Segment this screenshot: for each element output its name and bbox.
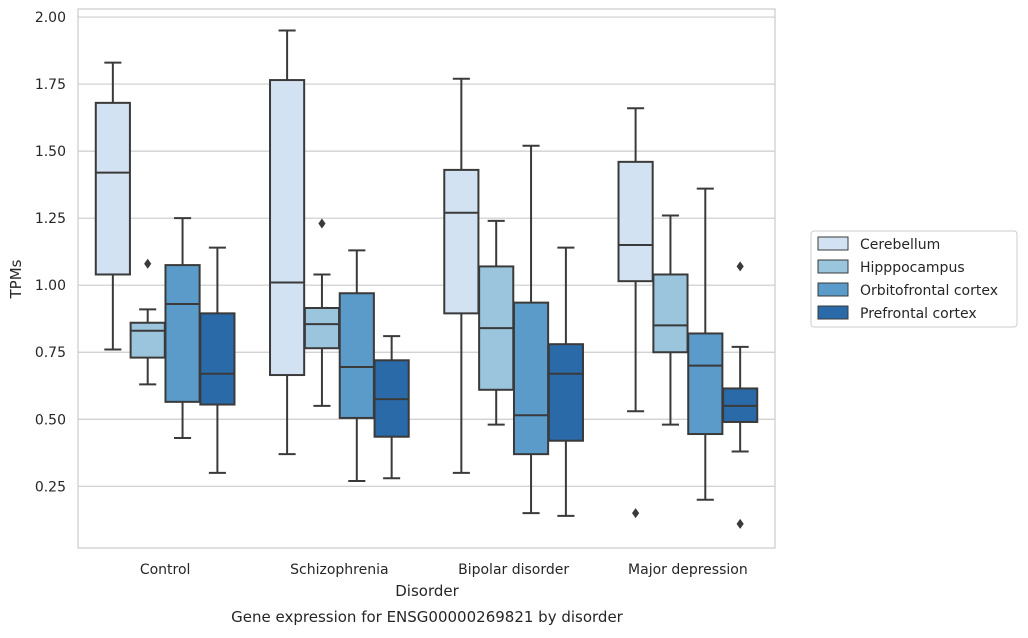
chart-caption: Gene expression for ENSG00000269821 by d… — [231, 608, 624, 626]
boxes — [94, 29, 759, 529]
box-group — [303, 218, 341, 407]
box-iqr — [547, 343, 584, 442]
legend-swatch — [817, 236, 849, 251]
box-iqr — [94, 101, 131, 276]
box-group — [129, 258, 166, 386]
y-tick-label: 1.50 — [35, 144, 66, 160]
y-tick-label: 0.50 — [35, 412, 66, 428]
box-group — [164, 217, 201, 440]
box-group — [512, 144, 550, 515]
box-group — [373, 335, 410, 480]
legend: Cerebellum Hipppocampus Orbitofrontal cort… — [810, 230, 1018, 328]
box-group — [338, 249, 375, 482]
x-tick-label: Control — [140, 562, 191, 578]
legend-swatch — [817, 282, 849, 297]
y-axis-title: TPMs — [7, 259, 25, 299]
box-iqr — [164, 264, 201, 403]
box-iqr — [443, 168, 480, 315]
box-iqr — [512, 301, 550, 456]
box-iqr — [269, 79, 306, 377]
y-tick-labels: 0.25 0.50 0.75 1.00 1.25 1.50 1.75 2.00 — [35, 10, 66, 495]
box-group — [722, 261, 759, 529]
legend-label: Orbitofrontal cortex — [860, 283, 998, 299]
box-iqr — [617, 160, 654, 283]
legend-label: Prefrontal cortex — [860, 306, 977, 322]
x-tick-label: Major depression — [628, 562, 748, 578]
outlier-point — [632, 508, 640, 519]
x-tick-label: Bipolar disorder — [458, 562, 569, 578]
legend-swatch — [817, 305, 849, 320]
box-group — [617, 107, 654, 519]
outlier-point — [144, 258, 152, 269]
y-tick-label: 1.00 — [35, 278, 66, 294]
plot-frame — [77, 8, 776, 549]
box-group — [547, 246, 584, 517]
y-tick-label: 0.75 — [35, 345, 66, 361]
box-group — [652, 214, 689, 426]
box-group — [94, 61, 131, 351]
x-tick-labels: Control Schizophrenia Bipolar disorder Majo… — [140, 562, 748, 578]
outlier-point — [736, 261, 744, 272]
box-iqr — [303, 306, 341, 350]
y-tick-label: 2.00 — [35, 10, 66, 26]
box-iqr — [129, 321, 166, 359]
box-group — [443, 77, 480, 474]
box-group — [199, 246, 236, 474]
box-iqr — [338, 292, 375, 419]
legend-label: Hipppocampus — [860, 260, 965, 276]
x-axis-title: Disorder — [395, 582, 459, 600]
box-iqr — [199, 312, 236, 406]
y-tick-label: 1.25 — [35, 211, 66, 227]
box-group — [687, 187, 724, 501]
box-iqr — [652, 273, 689, 354]
box-iqr — [687, 332, 724, 436]
box-group — [478, 219, 515, 426]
legend-swatch — [817, 259, 849, 274]
y-tick-label: 1.75 — [35, 77, 66, 93]
box-group — [269, 29, 306, 456]
legend-frame — [810, 230, 1018, 328]
y-tick-label: 0.25 — [35, 479, 66, 495]
outlier-point — [318, 218, 326, 229]
legend-label: Cerebellum — [860, 237, 940, 253]
outlier-point — [736, 518, 744, 529]
x-tick-label: Schizophrenia — [290, 562, 388, 578]
